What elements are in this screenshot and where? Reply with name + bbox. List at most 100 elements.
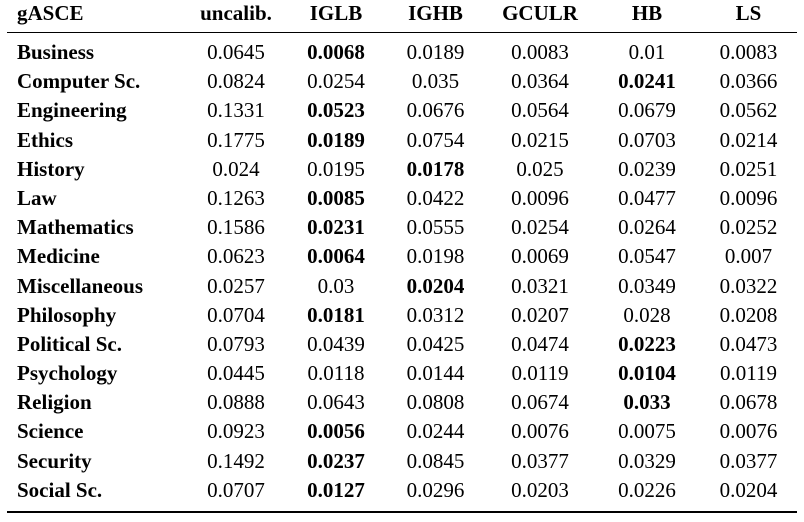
value-cell: 0.025 (516, 156, 564, 181)
value-cell: 0.0096 (719, 185, 778, 210)
value-cell: 0.0349 (618, 273, 676, 298)
row-label: Social Sc. (17, 477, 103, 502)
row-label: Miscellaneous (17, 273, 143, 298)
value-cell: 0.024 (212, 156, 260, 181)
table-row: Miscellaneous 0.0257 0.03 0.0204 0.0321 0.034… (7, 271, 797, 300)
value-cell: 0.0189 (406, 40, 465, 64)
value-cell: 0.0064 (307, 244, 365, 269)
value-cell: 0.0085 (307, 185, 365, 210)
value-cell: 0.0251 (719, 156, 778, 181)
column-header-gculr: GCULR (486, 0, 594, 33)
value-cell: 0.0195 (307, 156, 365, 181)
table-row: Business 0.0645 0.0068 0.0189 0.0083 0.01 0.00… (7, 33, 797, 67)
value-cell: 0.0445 (207, 361, 265, 386)
value-cell: 0.0118 (307, 361, 365, 386)
value-cell: 0.0564 (511, 98, 569, 123)
value-cell: 0.0223 (618, 331, 676, 356)
row-label: Business (17, 40, 95, 64)
value-cell: 0.0477 (618, 185, 676, 210)
value-cell: 0.0645 (207, 40, 265, 64)
value-cell: 0.0257 (207, 273, 265, 298)
row-label: Ethics (17, 127, 74, 152)
value-cell: 0.0231 (307, 215, 365, 240)
row-label: Security (17, 448, 92, 473)
row-label: Philosophy (17, 302, 117, 327)
value-cell: 0.0083 (511, 40, 569, 64)
value-cell: 0.0623 (207, 244, 265, 269)
table-row: History 0.024 0.0195 0.0178 0.025 0.0239 0.025… (7, 154, 797, 183)
row-label: Law (17, 185, 57, 210)
value-cell: 0.0321 (511, 273, 569, 298)
value-cell: 0.028 (623, 302, 671, 327)
table-row: Psychology 0.0445 0.0118 0.0144 0.0119 0.0104… (7, 358, 797, 387)
table-row: Security 0.1492 0.0237 0.0845 0.0377 0.0329 0.… (7, 446, 797, 475)
value-cell: 0.035 (411, 69, 460, 94)
value-cell: 0.1775 (207, 127, 265, 152)
value-cell: 0.0523 (307, 98, 365, 123)
value-cell: 0.1331 (207, 98, 265, 123)
value-cell: 0.0329 (618, 448, 676, 473)
value-cell: 0.0075 (618, 419, 676, 444)
value-cell: 0.0119 (720, 361, 777, 386)
value-cell: 0.0254 (307, 69, 365, 94)
value-cell: 0.0244 (406, 419, 465, 444)
value-cell: 0.0178 (406, 156, 465, 181)
value-cell: 0.0322 (719, 273, 778, 298)
value-cell: 0.0312 (406, 302, 465, 327)
row-label: Engineering (17, 98, 127, 123)
value-cell: 0.0364 (511, 69, 569, 94)
row-label: Religion (17, 390, 92, 415)
value-cell: 0.007 (724, 244, 773, 269)
value-cell: 0.0076 (511, 419, 569, 444)
value-cell: 0.0204 (406, 273, 465, 298)
value-cell: 0.0215 (511, 127, 569, 152)
value-cell: 0.0254 (511, 215, 569, 240)
value-cell: 0.0252 (719, 215, 778, 240)
value-cell: 0.0674 (511, 390, 569, 415)
value-cell: 0.0793 (207, 331, 265, 356)
value-cell: 0.0808 (406, 390, 465, 415)
value-cell: 0.0296 (406, 477, 465, 502)
value-cell: 0.0056 (307, 419, 365, 444)
value-cell: 0.0754 (406, 127, 465, 152)
value-cell: 0.0076 (719, 419, 778, 444)
value-cell: 0.0104 (618, 361, 676, 386)
value-cell: 0.0208 (719, 302, 778, 327)
column-header-hb: HB (594, 0, 700, 33)
table-row: Philosophy 0.0704 0.0181 0.0312 0.0207 0.028 0… (7, 300, 797, 329)
value-cell: 0.0203 (511, 477, 569, 502)
value-cell: 0.0207 (511, 302, 569, 327)
value-cell: 0.0422 (406, 185, 465, 210)
row-label: Science (17, 419, 84, 444)
value-cell: 0.0068 (307, 40, 365, 64)
table-row: Mathematics 0.1586 0.0231 0.0555 0.0254 0.026… (7, 213, 797, 242)
header-row: gASCE uncalib. IGLB IGHB GCULR HB LS (7, 0, 797, 33)
value-cell: 0.0198 (406, 244, 465, 269)
value-cell: 0.0562 (719, 98, 778, 123)
table-row: Political Sc. 0.0793 0.0439 0.0425 0.0474 0.0… (7, 329, 797, 358)
value-cell: 0.033 (623, 390, 671, 415)
row-label: Political Sc. (17, 331, 122, 356)
row-label: Psychology (17, 361, 118, 386)
value-cell: 0.0239 (618, 156, 676, 181)
table-row: Law 0.1263 0.0085 0.0422 0.0096 0.0477 0.0096 (7, 183, 797, 212)
value-cell: 0.0888 (207, 390, 265, 415)
value-cell: 0.0214 (719, 127, 778, 152)
value-cell: 0.03 (317, 273, 355, 298)
value-cell: 0.0127 (307, 477, 365, 502)
value-cell: 0.0241 (618, 69, 676, 94)
value-cell: 0.0703 (618, 127, 676, 152)
value-cell: 0.0189 (307, 127, 365, 152)
value-cell: 0.0226 (618, 477, 676, 502)
value-cell: 0.0845 (406, 448, 465, 473)
value-cell: 0.0923 (207, 419, 265, 444)
value-cell: 0.0144 (406, 361, 465, 386)
value-cell: 0.0096 (511, 185, 569, 210)
value-cell: 0.0643 (307, 390, 365, 415)
value-cell: 0.0377 (719, 448, 778, 473)
column-header-uncalib: uncalib. (185, 0, 287, 33)
gasce-results-table: gASCE uncalib. IGLB IGHB GCULR HB LS Business 0… (7, 0, 797, 513)
table-body: Business 0.0645 0.0068 0.0189 0.0083 0.01 0.00… (7, 33, 797, 512)
value-cell: 0.0069 (511, 244, 569, 269)
